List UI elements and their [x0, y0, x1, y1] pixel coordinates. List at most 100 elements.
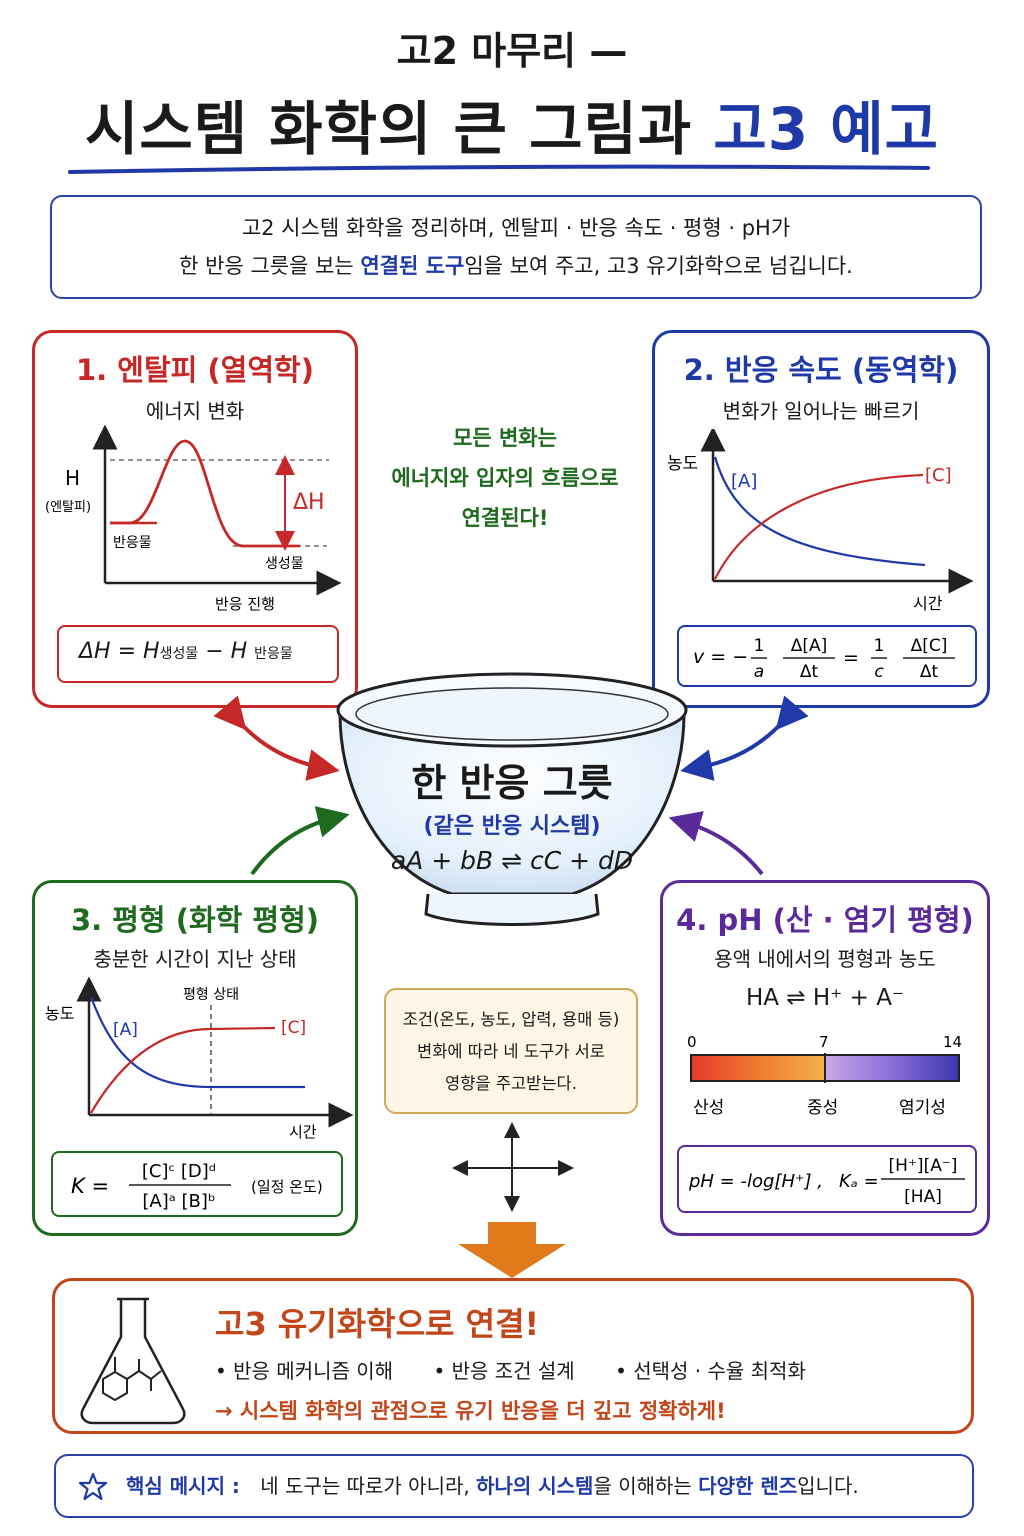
product-label: 생성물 [265, 556, 304, 572]
neutral-label: 중성 [807, 1098, 838, 1118]
enthalpy-title: 1. 엔탈피 (열역학) [76, 353, 314, 387]
equilibrium-title: 3. 평형 (화학 평형) [70, 903, 320, 937]
reactant-label: 반응물 [113, 535, 152, 551]
conditions-line1: 조건(온도, 농도, 압력, 용매 등) [402, 1010, 620, 1029]
conditions-line3: 영향을 주고받는다. [445, 1074, 577, 1093]
rate-d3: c [874, 662, 884, 682]
arrow-kinetics [680, 695, 809, 781]
ph-box: 4. pH (산 · 염기 평형) 용액 내에서의 평형과 농도 HA ⇌ H⁺… [660, 880, 990, 1236]
k-note: (일정 온도) [251, 1178, 323, 1196]
center-message-line1: 모든 변화는 [453, 426, 557, 450]
center-message-line3: 연결된다! [461, 506, 549, 530]
equilibrium-y-label: 농도 [45, 1004, 74, 1023]
conditions-box: 조건(온도, 농도, 압력, 용매 등) 변화에 따라 네 도구가 서로 영향을… [384, 988, 638, 1114]
ph-formula: pH = -log[H⁺] , Kₐ = [H⁺][A⁻] [HA] [677, 1145, 977, 1213]
enthalpy-box: 1. 엔탈피 (열역학) 에너지 변화 H (엔탈피) 반응물 생성물 ΔH 반… [32, 330, 358, 708]
down-arrow-icon [458, 1222, 566, 1278]
equilibrium-label-a: [A] [113, 1020, 138, 1040]
equilibrium-box: 3. 평형 (화학 평형) 충분한 시간이 지난 상태 평형 상태 농도 [A]… [32, 880, 358, 1236]
delta-h-label: ΔH [293, 490, 325, 515]
kinetics-x-label: 시간 [913, 594, 943, 613]
conditions-line2: 변화에 따라 네 도구가 서로 [417, 1042, 605, 1061]
enthalpy-formula-sub2: 반응물 [254, 646, 293, 662]
enthalpy-formula-lhs: ΔH = H [79, 639, 160, 664]
equilibrium-series-c [90, 1026, 276, 1114]
intro-highlight: 연결된 도구 [360, 254, 465, 278]
enthalpy-curve [110, 439, 300, 548]
kinetics-subtitle: 변화가 일어나는 빠르기 [722, 399, 920, 423]
kinetics-y-label: 농도 [667, 454, 698, 474]
ka-denominator: [HA] [904, 1187, 942, 1207]
star-icon [78, 1472, 108, 1501]
ph-title: 4. pH (산 · 염기 평형) [676, 903, 974, 937]
organic-title: 고3 유기화학으로 연결! [215, 1305, 540, 1343]
ph-equation: HA ⇌ H⁺ + A⁻ [745, 985, 905, 1011]
page-title: 시스템 화학의 큰 그림과 고3 예고 [0, 82, 1024, 166]
ph-scale-min: 0 [687, 1033, 697, 1051]
rate-lhs: v = − [693, 646, 748, 668]
center-message: 모든 변화는 에너지와 입자의 흐름으로 연결된다! [355, 418, 655, 538]
core-hl2: 다양한 렌즈 [698, 1474, 798, 1498]
k-lhs: K = [71, 1174, 109, 1198]
kinetics-title: 2. 반응 속도 (동역학) [683, 353, 959, 387]
enthalpy-diagram: H (엔탈피) 반응물 생성물 ΔH 반응 진행 [45, 425, 342, 613]
core-part3: 입니다. [797, 1474, 859, 1498]
organic-chem-box: 고3 유기화학으로 연결! • 반응 메커니즘 이해 • 반응 조건 설계 • … [52, 1278, 974, 1434]
bowl-title: 한 반응 그릇 [411, 761, 613, 805]
bullet-mechanism: • 반응 메커니즘 이해 [215, 1359, 394, 1383]
bullet-conditions: • 반응 조건 설계 [433, 1359, 575, 1383]
core-part1: 네 도구는 따로가 아니라, [260, 1474, 477, 1498]
equilibrium-formula: K = [C]ᶜ [D]ᵈ [A]ᵃ [B]ᵇ (일정 온도) [51, 1151, 343, 1217]
title-underline [68, 164, 930, 174]
bullet-selectivity: • 선택성 · 수율 최적화 [615, 1359, 806, 1383]
kinetics-series-c [714, 473, 924, 580]
ph-formula-text: pH = -log[H⁺] , [688, 1171, 823, 1192]
acid-label: 산성 [693, 1098, 724, 1118]
equilibrium-graph: 평형 상태 농도 [A] [C] 시간 [45, 976, 354, 1141]
title-accent: 고3 예고 [713, 95, 939, 163]
rate-d2: Δt [800, 662, 819, 682]
kinetics-label-a: [A] [731, 471, 757, 492]
k-numerator: [C]ᶜ [D]ᵈ [142, 1161, 216, 1182]
core-message: 핵심 메시지 : 네 도구는 따로가 아니라, 하나의 시스템을 이해하는 다양… [54, 1454, 974, 1518]
equilibrium-series-a [89, 996, 305, 1089]
ph-subtitle: 용액 내에서의 평형과 농도 [714, 947, 936, 971]
organic-arrow-text: → 시스템 화학의 관점으로 유기 반응을 더 깊고 정확하게! [215, 1399, 726, 1423]
enthalpy-formula-mid: − H [198, 639, 255, 664]
intro-line2-post: 임을 보여 주고, 고3 유기화학으로 넘깁니다. [464, 254, 853, 278]
enthalpy-formula: ΔH = H생성물 − H 반응물 [57, 625, 339, 683]
enthalpy-y-label: H [65, 466, 80, 490]
arrow-enthalpy [213, 695, 340, 781]
ka-lhs: Kₐ = [839, 1171, 879, 1192]
equilibrium-subtitle: 충분한 시간이 지난 상태 [93, 947, 297, 971]
title-line1: 고2 마무리 — [396, 29, 628, 73]
rate-d4: Δt [920, 662, 939, 682]
core-key: 핵심 메시지 : [126, 1474, 240, 1498]
intro-line2-pre: 한 반응 그릇을 보는 [179, 254, 361, 278]
bowl-equation: aA + bB ⇌ cC + dD [390, 846, 634, 875]
ph-scale-max: 14 [943, 1033, 962, 1051]
ka-numerator: [H⁺][A⁻] [889, 1156, 958, 1176]
rate-n3: 1 [874, 636, 885, 656]
ph-scale-mid: 7 [819, 1033, 829, 1051]
kinetics-label-c: [C] [925, 465, 952, 486]
bowl-subtitle: (같은 반응 시스템) [423, 814, 601, 839]
rate-n4: Δ[C] [911, 636, 948, 656]
equilibrium-label-c: [C] [281, 1018, 306, 1038]
k-denominator: [A]ᵃ [B]ᵇ [142, 1191, 215, 1212]
core-hl1: 하나의 시스템 [476, 1474, 594, 1498]
organic-bullets: • 반응 메커니즘 이해 • 반응 조건 설계 • 선택성 · 수율 최적화 [215, 1355, 840, 1384]
ph-scale: 0 7 14 산성 중성 염기성 [687, 1033, 962, 1118]
enthalpy-subtitle: 에너지 변화 [145, 399, 245, 423]
equilibrium-x-label: 시간 [289, 1123, 317, 1141]
title-main: 시스템 화학의 큰 그림과 [84, 95, 714, 163]
enthalpy-y-sublabel: (엔탈피) [45, 500, 91, 515]
intro-box: 고2 시스템 화학을 정리하며, 엔탈피 · 반응 속도 · 평형 · pH가 … [50, 195, 982, 299]
rate-n1: 1 [754, 636, 765, 656]
enthalpy-formula-sub1: 생성물 [159, 646, 199, 662]
rate-n2: Δ[A] [791, 636, 828, 656]
enthalpy-x-label: 반응 진행 [215, 595, 275, 613]
intro-line2: 한 반응 그릇을 보는 연결된 도구임을 보여 주고, 고3 유기화학으로 넘깁… [52, 247, 980, 285]
kinetics-box: 2. 반응 속도 (동역학) 변화가 일어나는 빠르기 농도 [A] [C] 시… [652, 330, 990, 708]
eq-state-label: 평형 상태 [183, 987, 239, 1003]
